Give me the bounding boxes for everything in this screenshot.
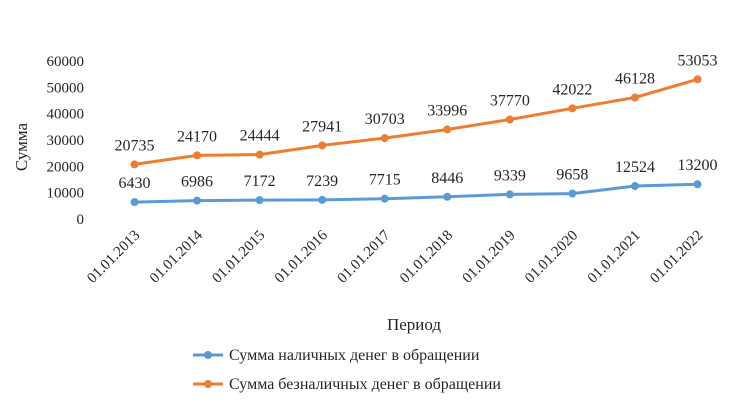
- data-point: [380, 134, 389, 143]
- x-tick-label: 01.01.2022: [647, 228, 706, 287]
- y-tick-label: 60000: [47, 54, 85, 70]
- data-label: 33996: [427, 102, 467, 119]
- data-label: 9339: [494, 167, 526, 184]
- data-label: 8446: [431, 170, 463, 187]
- x-axis-title: Период: [387, 315, 441, 334]
- data-label: 7239: [306, 173, 338, 190]
- data-point: [318, 195, 327, 204]
- data-point: [693, 180, 702, 189]
- series-line-1: [133, 182, 699, 204]
- data-label: 42022: [552, 81, 592, 98]
- data-label: 13200: [678, 157, 718, 174]
- data-point: [630, 182, 639, 191]
- y-axis-title: Сумма: [12, 122, 31, 171]
- x-tick-label: 01.01.2021: [585, 228, 644, 287]
- x-tick-label: 01.01.2017: [335, 227, 394, 286]
- y-axis-ticks: 0 10000 20000 30000 40000 50000 60000: [47, 54, 85, 228]
- data-label: 24444: [240, 128, 280, 145]
- data-point: [505, 190, 514, 199]
- data-label: 53053: [678, 52, 718, 69]
- data-label: 6430: [119, 175, 151, 192]
- legend-entry-label: Сумма наличных денег в обращении: [229, 347, 480, 364]
- legend-swatch-marker: [204, 380, 212, 388]
- data-label: 27941: [302, 118, 342, 135]
- data-point: [443, 192, 452, 201]
- y-tick-label: 10000: [47, 186, 85, 202]
- y-tick-label: 50000: [47, 80, 85, 96]
- y-tick-label: 0: [77, 212, 85, 228]
- legend-swatch-marker: [204, 351, 212, 359]
- y-tick-label: 20000: [47, 159, 85, 175]
- data-label: 6986: [181, 174, 213, 191]
- data-label: 46128: [615, 71, 655, 88]
- x-tick-label: 01.01.2019: [460, 228, 519, 287]
- data-label: 7172: [244, 173, 276, 190]
- data-label: 9658: [556, 167, 588, 184]
- x-tick-label: 01.01.2020: [522, 228, 581, 287]
- data-point: [630, 93, 639, 102]
- data-label: 37770: [490, 93, 530, 110]
- data-label: 30703: [365, 111, 405, 128]
- series-line-2: [133, 77, 699, 166]
- data-point: [568, 104, 577, 113]
- data-point: [380, 194, 389, 203]
- legend-entry-label: Сумма безналичных денег в обращении: [229, 376, 501, 393]
- data-point: [130, 198, 139, 207]
- y-tick-label: 40000: [47, 107, 85, 123]
- data-label: 7715: [369, 172, 401, 189]
- x-tick-label: 01.01.2018: [397, 228, 456, 287]
- data-point: [318, 141, 327, 150]
- data-point: [130, 160, 139, 169]
- data-point: [505, 115, 514, 124]
- y-tick-label: 30000: [47, 133, 85, 149]
- x-tick-label: 01.01.2016: [272, 227, 331, 286]
- data-point: [255, 150, 264, 159]
- data-label: 12524: [615, 159, 655, 176]
- data-point: [568, 189, 577, 198]
- x-tick-label: 01.01.2014: [147, 227, 206, 286]
- data-point: [255, 196, 264, 205]
- series-layer: 6430 6986 7172 7239 7715 8446 9339 9658 12524 132…: [115, 52, 718, 207]
- x-tick-label: 01.01.2013: [84, 228, 143, 287]
- x-tick-label: 01.01.2015: [209, 228, 268, 287]
- data-label: 24170: [177, 128, 217, 145]
- data-label: 20735: [115, 137, 155, 154]
- data-point: [193, 151, 202, 160]
- data-point: [693, 75, 702, 84]
- legend: Сумма наличных денег в обращении Сумма бе…: [193, 347, 501, 393]
- data-point: [443, 125, 452, 134]
- x-axis-ticks: 01.01.2013 01.01.2014 01.01.2015 01.01.2016…: [84, 227, 706, 286]
- data-point: [193, 196, 202, 205]
